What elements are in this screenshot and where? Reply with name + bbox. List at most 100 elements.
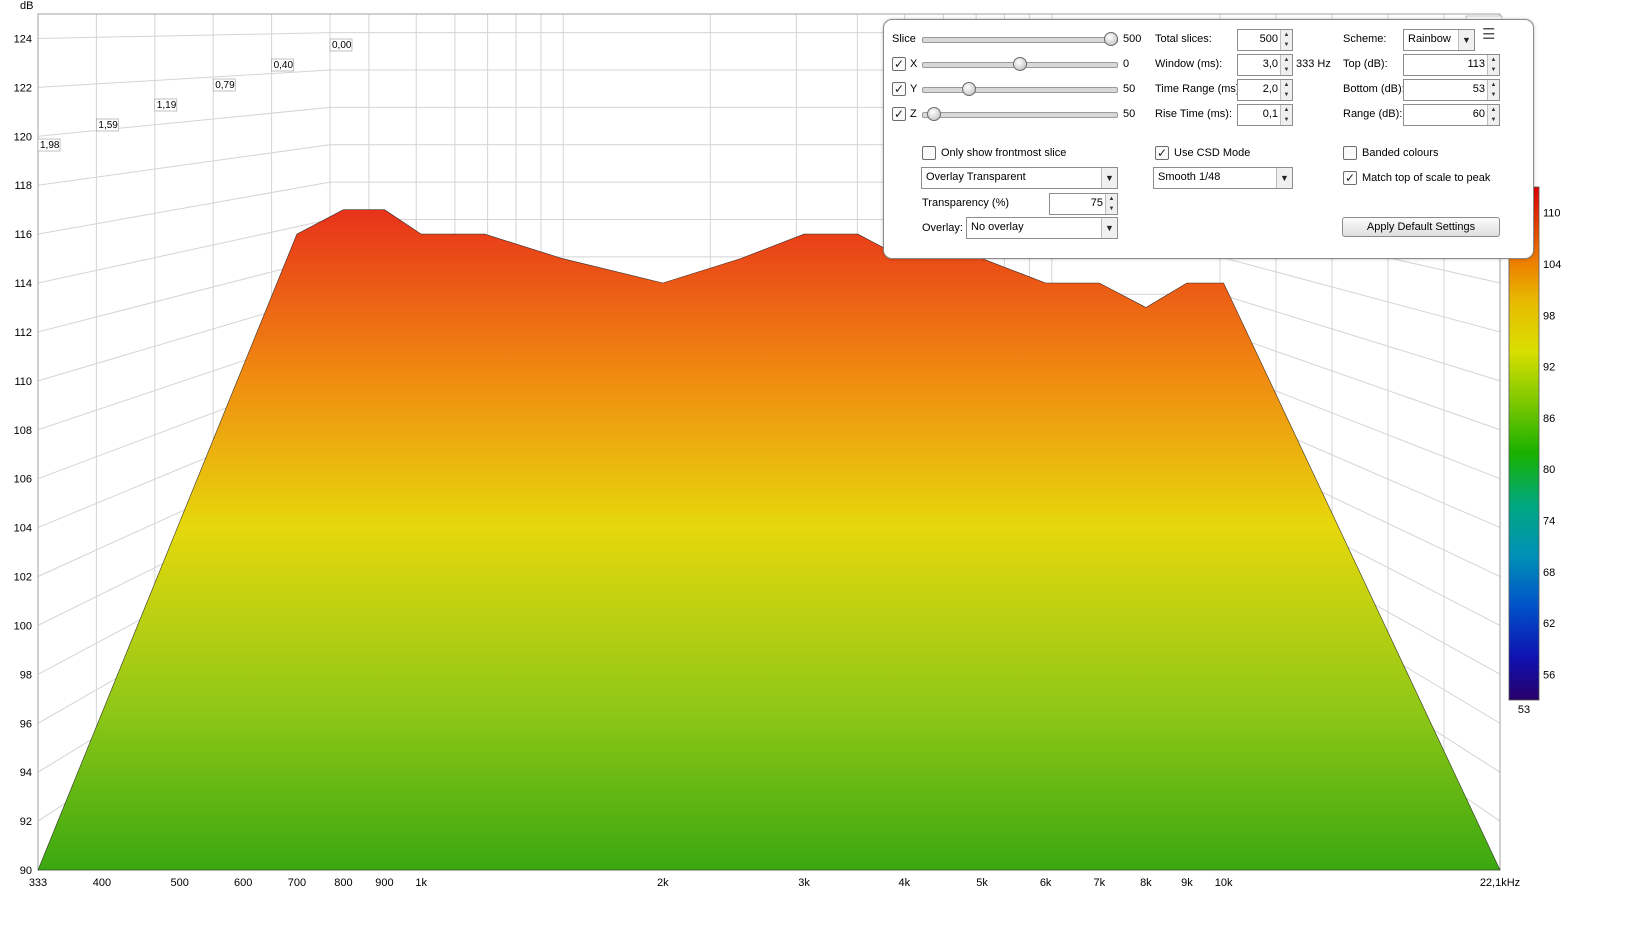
chevron-down-icon[interactable]: ▼ [1458,30,1474,50]
db-tick-label: 104 [14,523,32,535]
spin-arrows-icon[interactable]: ▲ ▼ [1105,194,1117,214]
chevron-down-icon[interactable]: ▼ [1101,218,1117,238]
x-label: X [910,58,918,70]
window-value[interactable]: 3,0 [1262,58,1278,70]
waterfall-surface [37,209,1501,871]
top-db-stepper[interactable]: 113 ▲ ▼ [1403,54,1500,76]
z-slider-thumb[interactable] [927,107,942,121]
y-slider-thumb[interactable] [962,82,977,96]
scheme-select[interactable]: Rainbow ▼ [1403,29,1475,51]
time-tick-label: 0,00 [332,40,352,51]
frontmost-slice-checkbox[interactable] [922,146,936,160]
transparency-value[interactable]: 75 [1090,197,1103,209]
transparency-stepper[interactable]: 75 ▲ ▼ [1049,193,1118,215]
range-db-stepper[interactable]: 60 ▲ ▼ [1403,104,1500,126]
rise-time-value[interactable]: 0,1 [1262,108,1278,120]
range-db-value[interactable]: 60 [1472,108,1485,120]
db-tick-label: 92 [20,816,32,828]
top-db-label: Top (dB): [1343,58,1388,70]
db-tick-label: 120 [14,131,32,143]
z-slider[interactable] [922,107,1118,121]
colour-scale-gradient [1508,186,1540,701]
window-frequency: 333 Hz [1296,58,1331,70]
frequency-tick-label: 3k [798,877,810,889]
db-tick-label: 122 [14,82,32,94]
scheme-label: Scheme: [1343,33,1387,45]
time-range-stepper[interactable]: 2,0 ▲ ▼ [1237,79,1293,101]
spin-arrows-icon[interactable]: ▲ ▼ [1487,80,1499,100]
y-slider[interactable] [922,82,1118,96]
frequency-tick-label: 400 [93,877,111,889]
time-tag-box [37,138,61,152]
slice-slider-thumb[interactable] [1104,32,1118,46]
colour-scale-tick-label: 86 [1543,413,1555,425]
y-label: Y [910,83,918,95]
slice-value: 500 [1123,33,1142,45]
overlay-mode-select[interactable]: Overlay Transparent ▼ [921,167,1118,189]
spin-arrows-icon[interactable]: ▲ ▼ [1280,30,1292,50]
grid-line [37,219,331,284]
grid-line [37,181,331,235]
frequency-tick-label: 9k [1181,877,1193,889]
frequency-tick-label: 8k [1140,877,1152,889]
spin-arrows-icon[interactable]: ▲ ▼ [1487,55,1499,75]
banded-colours-checkbox[interactable] [1343,146,1357,160]
slice-slider[interactable] [922,32,1118,46]
overlay-select[interactable]: No overlay ▼ [966,217,1118,239]
total-slices-value[interactable]: 500 [1259,33,1278,45]
x-checkbox[interactable]: ✓ [892,57,906,71]
db-tick-label: 100 [14,620,32,632]
db-tick-label: 114 [14,278,32,290]
grid-line [37,69,331,88]
grid-line [1219,293,1501,382]
csd-mode-checkbox[interactable]: ✓ [1155,146,1169,160]
grid-line [1219,256,1501,333]
frequency-tick-label: 10k [1215,877,1233,889]
spin-arrows-icon[interactable]: ▲ ▼ [1280,55,1292,75]
scheme-value: Rainbow [1408,33,1451,45]
range-db-label: Range (dB): [1343,108,1403,120]
colour-scale-tick-label: 68 [1543,567,1555,579]
match-top-label: Match top of scale to peak [1362,172,1491,184]
y-checkbox[interactable]: ✓ [892,82,906,96]
bottom-db-stepper[interactable]: 53 ▲ ▼ [1403,79,1500,101]
time-tag-box [154,98,178,112]
z-label: Z [910,108,917,120]
time-tag-box [96,118,119,132]
grid-line [1219,331,1501,431]
colour-scale-tick-label: 80 [1543,464,1555,476]
overlay-mode-value: Overlay Transparent [926,171,1026,183]
slice-label: Slice [892,33,916,45]
x-slider-thumb[interactable] [1013,57,1027,71]
x-slider[interactable] [922,57,1118,71]
z-checkbox[interactable]: ✓ [892,107,906,121]
db-axis-unit: dB [20,0,33,12]
csd-controls-panel: Slice 500 ✓ X 0 ✓ Y 50 ✓ Z 50 Only show … [883,19,1534,259]
spin-arrows-icon[interactable]: ▲ ▼ [1280,105,1292,125]
db-tick-label: 108 [14,425,32,437]
colour-scale-tick-label: 53 [1518,704,1530,716]
csd-mode-label: Use CSD Mode [1174,147,1251,159]
time-range-value[interactable]: 2,0 [1262,83,1278,95]
frequency-tick-label: 6k [1040,877,1052,889]
total-slices-stepper[interactable]: 500 ▲ ▼ [1237,29,1293,51]
bottom-db-value[interactable]: 53 [1472,83,1485,95]
top-db-value[interactable]: 113 [1467,58,1485,70]
colour-scale-tick-label: 56 [1543,669,1555,681]
match-top-checkbox[interactable]: ✓ [1343,171,1357,185]
spin-arrows-icon[interactable]: ▲ ▼ [1280,80,1292,100]
chevron-down-icon[interactable]: ▼ [1101,168,1117,188]
frontmost-slice-label: Only show frontmost slice [941,147,1067,159]
colour-scale-tick-label: 98 [1543,310,1555,322]
chevron-down-icon[interactable]: ▼ [1276,168,1292,188]
sliders-icon[interactable]: ☰ [1482,26,1496,43]
window-stepper[interactable]: 3,0 ▲ ▼ [1237,54,1293,76]
apply-default-settings-button[interactable]: Apply Default Settings [1342,217,1500,237]
frequency-tick-label: 1k [415,877,427,889]
rise-time-stepper[interactable]: 0,1 ▲ ▼ [1237,104,1293,126]
smoothing-select[interactable]: Smooth 1/48 ▼ [1153,167,1293,189]
bottom-db-label: Bottom (dB): [1343,83,1405,95]
spin-arrows-icon[interactable]: ▲ ▼ [1487,105,1499,125]
frequency-tick-label: 4k [899,877,911,889]
frequency-tick-label: 900 [375,877,393,889]
